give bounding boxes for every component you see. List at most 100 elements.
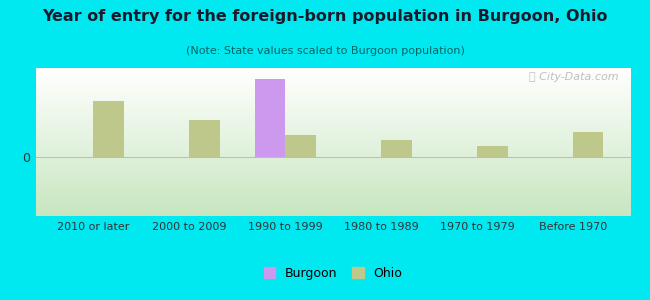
Bar [36, 103, 630, 104]
Bar [36, 193, 630, 194]
Bar [36, 70, 630, 71]
Bar [36, 205, 630, 206]
Bar [36, 165, 630, 166]
Bar [36, 96, 630, 97]
Bar [36, 156, 630, 157]
Bar [36, 179, 630, 180]
Bar [36, 172, 630, 173]
Bar [36, 178, 630, 179]
Text: ⓘ City-Data.com: ⓘ City-Data.com [529, 72, 619, 82]
Bar [36, 152, 630, 153]
Bar [36, 105, 630, 106]
Text: Year of entry for the foreign-born population in Burgoon, Ohio: Year of entry for the foreign-born popul… [42, 9, 608, 24]
Bar [36, 73, 630, 74]
Bar [36, 207, 630, 208]
Bar [36, 140, 630, 141]
Bar [36, 122, 630, 123]
Bar [36, 135, 630, 136]
Bar [36, 134, 630, 135]
Bar [36, 139, 630, 140]
Bar [36, 88, 630, 89]
Bar [36, 80, 630, 81]
Bar [36, 138, 630, 139]
Bar [36, 163, 630, 164]
Bar [36, 144, 630, 145]
Bar [36, 87, 630, 88]
Bar [36, 188, 630, 189]
Bar [36, 181, 630, 182]
Bar [36, 74, 630, 75]
Bar [36, 203, 630, 204]
Bar [36, 100, 630, 101]
Bar [36, 109, 630, 110]
Bar [36, 149, 630, 150]
Bar [477, 146, 508, 158]
Bar [285, 136, 316, 158]
Bar [36, 182, 630, 183]
Bar [36, 210, 630, 211]
Bar [36, 150, 630, 151]
Bar [36, 133, 630, 134]
Bar [36, 82, 630, 83]
Bar [36, 118, 630, 119]
Bar [36, 198, 630, 199]
Bar [36, 95, 630, 96]
Bar [36, 111, 630, 112]
Bar [36, 129, 630, 130]
Bar [36, 167, 630, 168]
Bar [36, 71, 630, 72]
Bar [36, 75, 630, 76]
Bar [36, 68, 630, 69]
Bar [36, 94, 630, 95]
Bar [36, 173, 630, 174]
Bar [36, 153, 630, 154]
Bar [36, 101, 630, 102]
Bar [36, 91, 630, 92]
Bar [36, 161, 630, 162]
Legend: Burgoon, Ohio: Burgoon, Ohio [264, 267, 402, 280]
Bar [36, 107, 630, 108]
Bar [36, 115, 630, 116]
Bar [36, 119, 630, 120]
Bar [36, 169, 630, 170]
Bar [36, 142, 630, 143]
Bar [36, 97, 630, 98]
Bar [36, 120, 630, 121]
Bar [36, 162, 630, 163]
Bar [36, 197, 630, 198]
Bar [36, 84, 630, 85]
Bar [36, 89, 630, 90]
Bar [36, 98, 630, 99]
Bar [36, 168, 630, 169]
Bar [36, 99, 630, 100]
Bar [36, 69, 630, 70]
Bar [36, 110, 630, 111]
Bar [36, 137, 630, 138]
Bar [36, 123, 630, 124]
Bar [36, 104, 630, 105]
Bar [36, 146, 630, 147]
Bar [36, 213, 630, 214]
Bar [36, 154, 630, 155]
Bar [36, 128, 630, 129]
Bar [36, 209, 630, 210]
Bar [381, 140, 411, 158]
Bar [36, 202, 630, 203]
Bar [36, 145, 630, 146]
Bar [36, 72, 630, 73]
Bar [255, 79, 285, 158]
Bar [36, 186, 630, 187]
Bar [189, 120, 220, 158]
Bar [36, 195, 630, 196]
Bar [36, 158, 630, 159]
Bar [36, 183, 630, 184]
Bar [36, 196, 630, 197]
Bar [36, 92, 630, 93]
Bar [36, 77, 630, 78]
Bar [573, 132, 603, 158]
Text: (Note: State values scaled to Burgoon population): (Note: State values scaled to Burgoon po… [185, 46, 465, 56]
Bar [36, 114, 630, 115]
Bar [36, 76, 630, 77]
Bar [36, 185, 630, 186]
Bar [36, 131, 630, 132]
